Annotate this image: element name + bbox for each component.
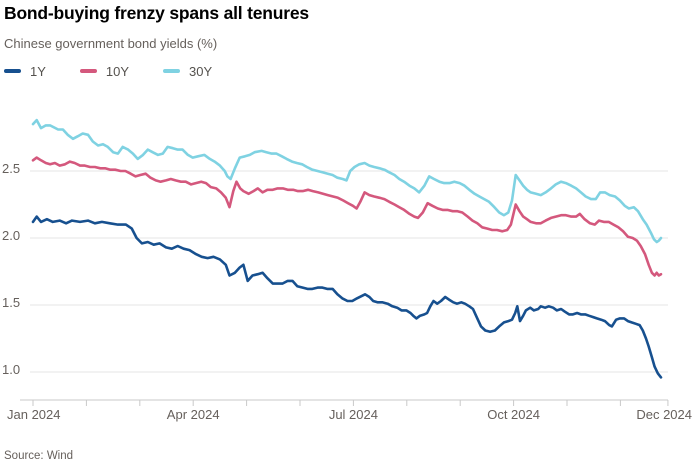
legend-item-1y: 1Y xyxy=(4,64,46,79)
x-tick-label: Jul 2024 xyxy=(328,407,378,422)
legend-swatch-10y-icon xyxy=(79,69,97,73)
source-note: Source: Wind xyxy=(4,450,74,462)
legend-label-1y: 1Y xyxy=(30,63,46,79)
x-tick-label: Oct 2024 xyxy=(487,407,540,422)
page-title: Bond-buying frenzy spans all tenures xyxy=(4,3,309,23)
x-tick-label: Jan 2024 xyxy=(7,407,61,422)
y-tick-label: 1.0 xyxy=(2,362,21,377)
legend-item-30y: 30Y xyxy=(163,64,212,79)
x-tick-label: Apr 2024 xyxy=(166,407,220,422)
legend-swatch-1y-icon xyxy=(4,69,21,73)
line-10y xyxy=(31,156,663,277)
legend-label-30y: 30Y xyxy=(189,63,213,79)
chart-subtitle: Chinese government bond yields (%) xyxy=(4,36,218,51)
legend: 1Y 10Y 30Y xyxy=(4,63,246,79)
y-tick-label: 1.5 xyxy=(2,295,21,310)
x-tick-label: Dec 2024 xyxy=(636,407,692,422)
legend-swatch-30y-icon xyxy=(163,69,181,73)
legend-label-10y: 10Y xyxy=(105,63,130,79)
y-tick-label: 2.0 xyxy=(2,228,21,243)
y-tick-label: 2.5 xyxy=(2,161,21,176)
line-1y xyxy=(31,215,663,379)
legend-item-10y: 10Y xyxy=(79,63,130,79)
line-30y xyxy=(31,118,663,244)
